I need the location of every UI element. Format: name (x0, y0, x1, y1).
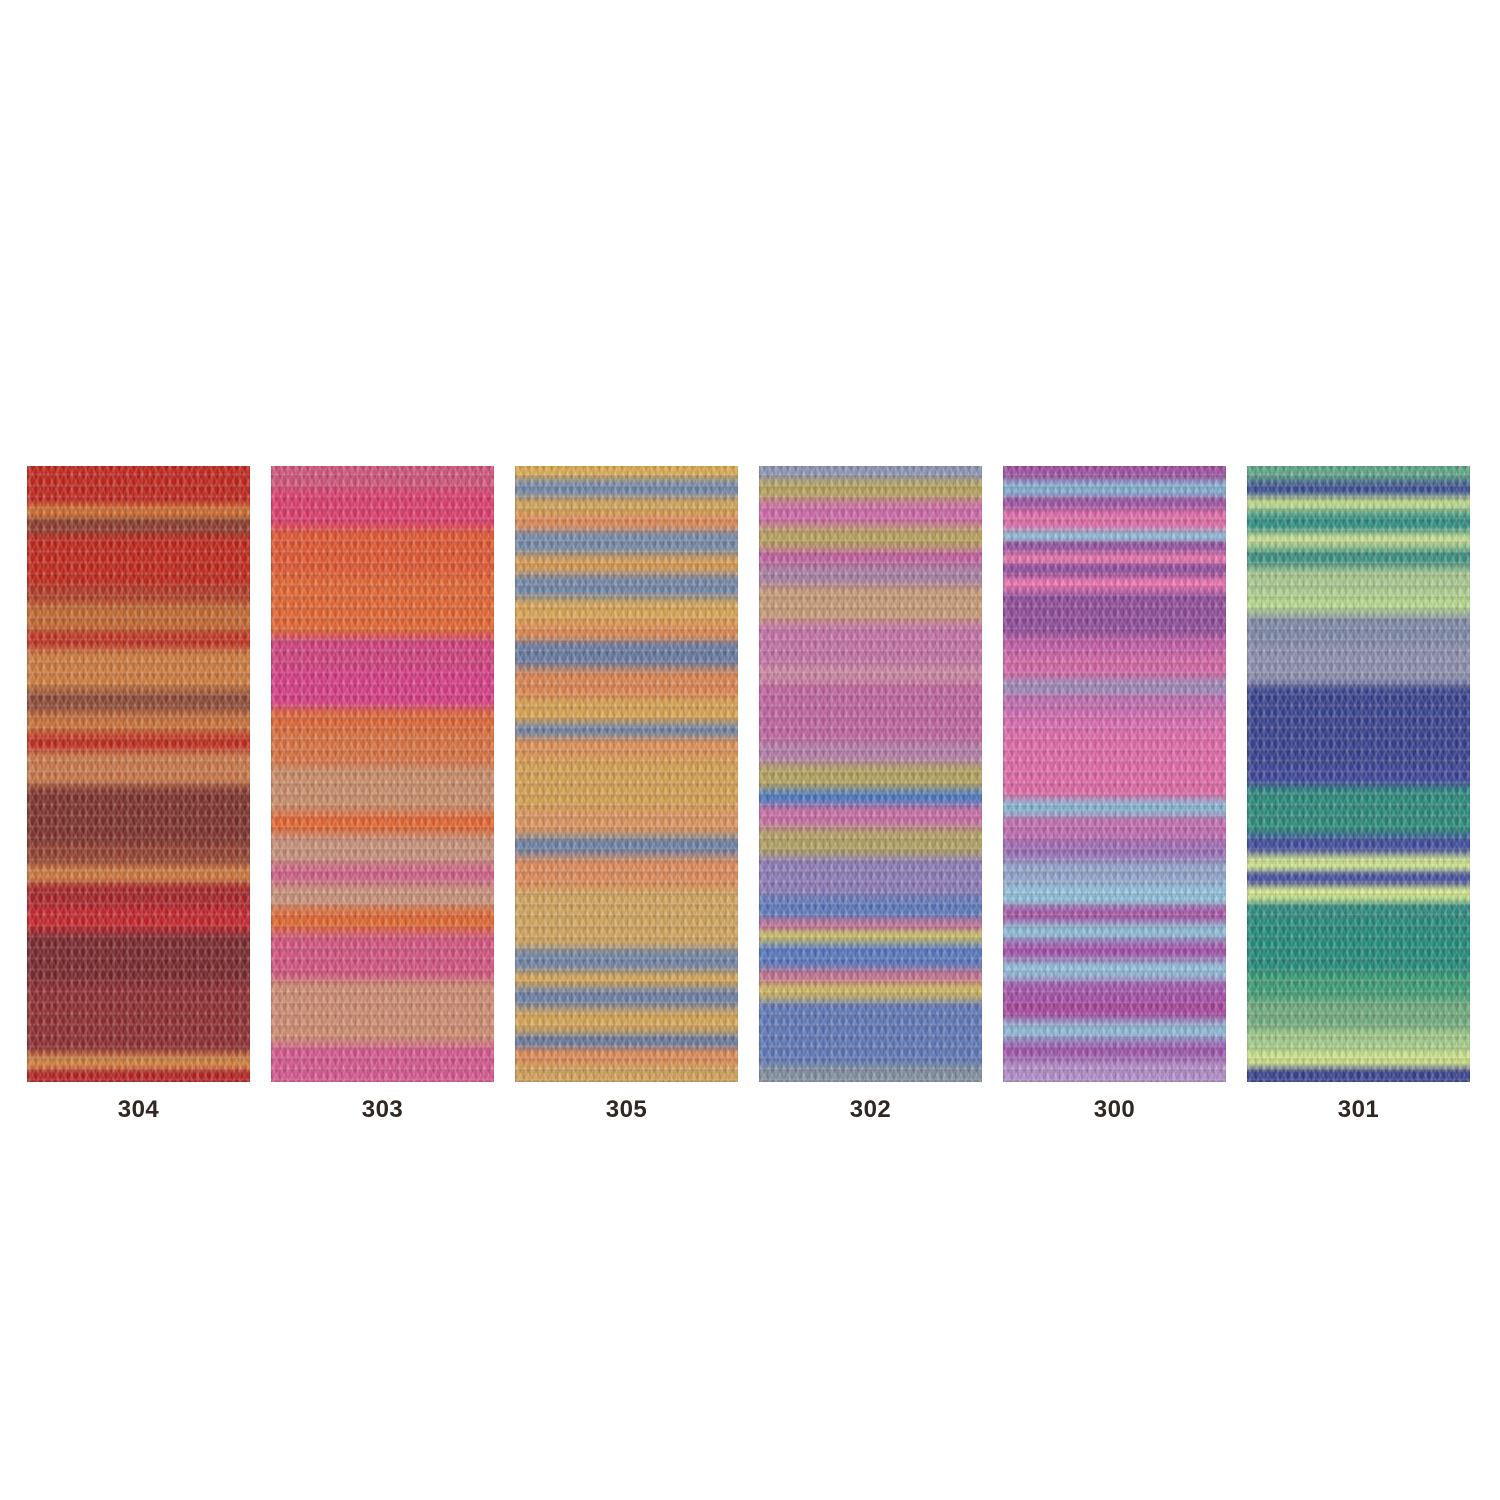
knit-texture-overlay (759, 466, 982, 1082)
swatch-code-label: 302 (849, 1096, 892, 1123)
swatch-block-300: 300 (1003, 466, 1226, 1124)
knitted-swatch-photo (759, 466, 982, 1082)
knit-texture-overlay (27, 466, 250, 1082)
knitted-swatch-photo (515, 466, 738, 1082)
knit-stitch-overlay (27, 466, 250, 1082)
knitted-swatch-photo (27, 466, 250, 1082)
swatch-block-303: 303 (271, 466, 494, 1124)
swatch-code-label: 303 (361, 1096, 404, 1123)
swatch-block-305: 305 (515, 466, 738, 1124)
swatch-code-label: 300 (1093, 1096, 1136, 1123)
knit-stitch-overlay (271, 466, 494, 1082)
swatch-block-301: 301 (1247, 466, 1470, 1124)
swatch-row: 304 303 305 302 (27, 466, 1470, 1124)
swatch-code-label: 305 (605, 1096, 648, 1123)
knit-stitch-overlay (759, 466, 982, 1082)
swatch-block-302: 302 (759, 466, 982, 1124)
knitted-swatch-photo (271, 466, 494, 1082)
knit-texture-overlay (1247, 466, 1470, 1082)
knitted-swatch-photo (1003, 466, 1226, 1082)
knit-stitch-overlay (515, 466, 738, 1082)
swatch-code-label: 301 (1337, 1096, 1380, 1123)
knit-texture-overlay (515, 466, 738, 1082)
knitted-swatch-photo (1247, 466, 1470, 1082)
knit-stitch-overlay (1247, 466, 1470, 1082)
knit-texture-overlay (1003, 466, 1226, 1082)
knit-texture-overlay (271, 466, 494, 1082)
swatch-block-304: 304 (27, 466, 250, 1124)
knit-stitch-overlay (1003, 466, 1226, 1082)
swatch-code-label: 304 (117, 1096, 160, 1123)
